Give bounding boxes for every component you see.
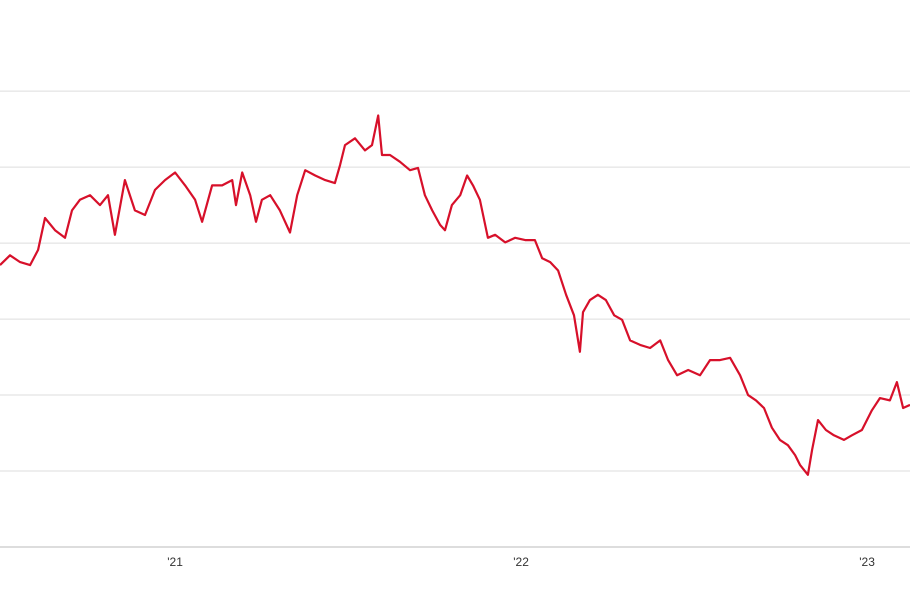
data-line: [0, 114, 910, 476]
x-tick-label: '22: [513, 555, 529, 569]
x-tick-label: '21: [167, 555, 183, 569]
x-tick-label: '23: [859, 555, 875, 569]
